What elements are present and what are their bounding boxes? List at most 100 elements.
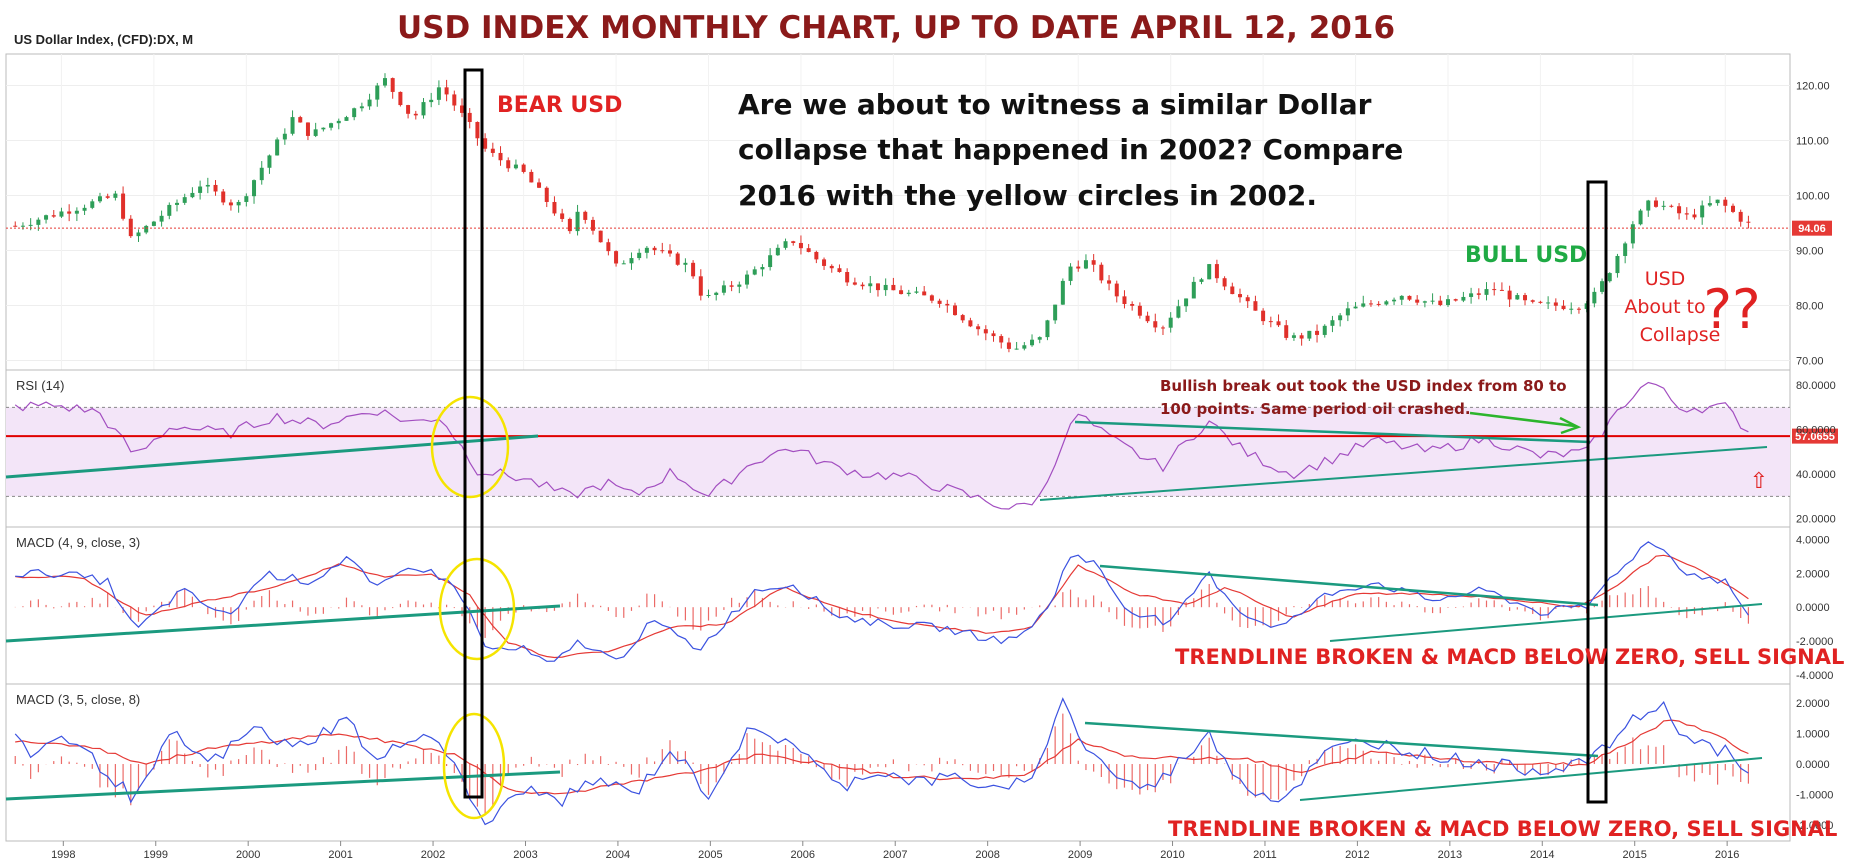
price-candle-body	[644, 247, 649, 253]
price-candle-body	[1638, 210, 1643, 225]
macd2-y-tick: -2.0000	[1796, 820, 1833, 832]
price-candle-body	[1184, 298, 1189, 307]
price-candle-body	[837, 268, 842, 273]
macd1-y-tick: -2.0000	[1796, 636, 1833, 648]
price-candle-body	[205, 184, 210, 187]
price-candle-body	[1253, 301, 1258, 311]
price-candle-body	[614, 251, 619, 264]
price-candle-body	[1461, 296, 1466, 301]
price-candle-body	[305, 122, 310, 136]
price-candle-body	[768, 255, 773, 268]
price-candle-body	[490, 148, 495, 153]
price-y-tick: 110.00	[1796, 136, 1829, 148]
price-candle-body	[868, 283, 873, 287]
price-candle-body	[506, 160, 511, 169]
annot-bear-usd: BEAR USD	[497, 93, 622, 118]
up-arrow-icon: ⇧	[1750, 469, 1768, 494]
price-candle-body	[1330, 320, 1335, 326]
price-candle-body	[1307, 330, 1312, 339]
price-candle-body	[436, 87, 441, 100]
yellow-circles	[430, 395, 516, 820]
price-candle-body	[1569, 308, 1574, 310]
price-candle-body	[282, 133, 287, 140]
x-tick-label: 2005	[698, 849, 722, 861]
price-candle-body	[1284, 325, 1289, 338]
price-candle-body	[775, 247, 780, 256]
annot-breakout-1: Bullish break out took the USD index fro…	[1160, 377, 1567, 395]
price-candle-body	[198, 186, 203, 193]
price-candle-body	[737, 284, 742, 287]
price-candle-body	[760, 267, 765, 270]
price-candle-body	[1014, 348, 1019, 350]
price-candle-body	[798, 242, 803, 249]
price-candle-body	[1261, 310, 1266, 322]
price-y-tick: 120.00	[1796, 81, 1830, 93]
annot-macd2-sell: TRENDLINE BROKEN & MACD BELOW ZERO, SELL…	[1168, 817, 1837, 841]
price-candle-body	[1053, 304, 1058, 321]
price-candle-body	[36, 219, 41, 225]
price-candle-body	[806, 248, 811, 252]
price-candle-body	[151, 221, 156, 226]
price-candle-body	[313, 129, 318, 136]
price-candle-body	[1715, 199, 1720, 204]
rsi-y-tick: 20.0000	[1796, 514, 1836, 526]
price-candle-body	[1600, 281, 1605, 292]
x-tick-label: 2000	[236, 849, 260, 861]
price-y-tick: 70.00	[1796, 356, 1824, 368]
macd2-y-tick: -1.0000	[1796, 789, 1833, 801]
price-candle-body	[1245, 297, 1250, 302]
macd1-pane: MACD (4, 9, close, 3) -4.0000 -2.0000 0.00…	[5, 526, 1833, 685]
price-candle-body	[983, 329, 988, 334]
price-candle-body	[105, 196, 110, 198]
price-candle-body	[1469, 293, 1474, 297]
price-candle-body	[953, 305, 958, 316]
price-candle-body	[1191, 281, 1196, 299]
price-candle-body	[59, 211, 64, 217]
price-candle-body	[891, 284, 896, 291]
price-candle-body	[590, 219, 595, 231]
annot-macd1-sell: TRENDLINE BROKEN & MACD BELOW ZERO, SELL…	[1175, 645, 1844, 669]
price-candle-body	[544, 187, 549, 202]
price-candle-body	[598, 230, 603, 243]
rsi-level-badge	[1792, 428, 1838, 444]
price-candle-body	[1730, 205, 1735, 212]
price-candle-body	[1422, 301, 1427, 303]
price-candle-body	[721, 285, 726, 293]
price-candle-body	[660, 250, 665, 252]
price-candle-body	[1684, 213, 1689, 215]
rsi-pane: RSI (14) 57.0655 20.0000 40.0000 60.0000 80…	[5, 369, 1838, 528]
price-candle-body	[1037, 337, 1042, 340]
price-candle-body	[1338, 315, 1343, 321]
price-y-tick: 80.00	[1796, 301, 1824, 313]
x-tick-label: 2013	[1438, 849, 1462, 861]
macd2-trendline-upper	[1084, 721, 1599, 758]
macd1-y-axis: -4.0000 -2.0000 0.0000 2.0000 4.0000	[1796, 534, 1833, 681]
x-tick-label: 2016	[1715, 849, 1739, 861]
price-candle-body	[221, 191, 226, 203]
price-candle-body	[190, 192, 195, 198]
price-candle-body	[483, 138, 488, 149]
price-candle-body	[275, 139, 280, 156]
x-tick-label: 2003	[513, 849, 537, 861]
price-candle-body	[1099, 264, 1104, 281]
price-candle-body	[999, 336, 1004, 343]
box-2002	[463, 68, 484, 799]
price-candle-body	[460, 105, 465, 113]
price-candle-body	[82, 207, 87, 211]
price-candle-body	[1214, 264, 1219, 279]
macd2-trendline-lower	[1299, 757, 1763, 801]
price-pane: 94.06 70.00 80.00 90.00 100.00 110.00 120.00	[5, 53, 1832, 371]
macd2-pane: MACD (3, 5, close, 8) -2.0000 -1.0000 0.00…	[5, 683, 1833, 842]
rsi-circle-2002	[430, 395, 510, 499]
price-candle-body	[637, 252, 642, 259]
macd2-y-tick: 2.0000	[1796, 698, 1830, 710]
price-candle-body	[1553, 302, 1558, 306]
price-candle-body	[259, 167, 264, 181]
macd1-y-tick: 0.0000	[1796, 602, 1830, 614]
rsi-trendline-upper	[1074, 420, 1591, 444]
price-candle-body	[1630, 224, 1635, 244]
macd1-y-tick: 2.0000	[1796, 568, 1830, 580]
price-candle-body	[406, 105, 411, 114]
price-candle-body	[429, 99, 434, 103]
